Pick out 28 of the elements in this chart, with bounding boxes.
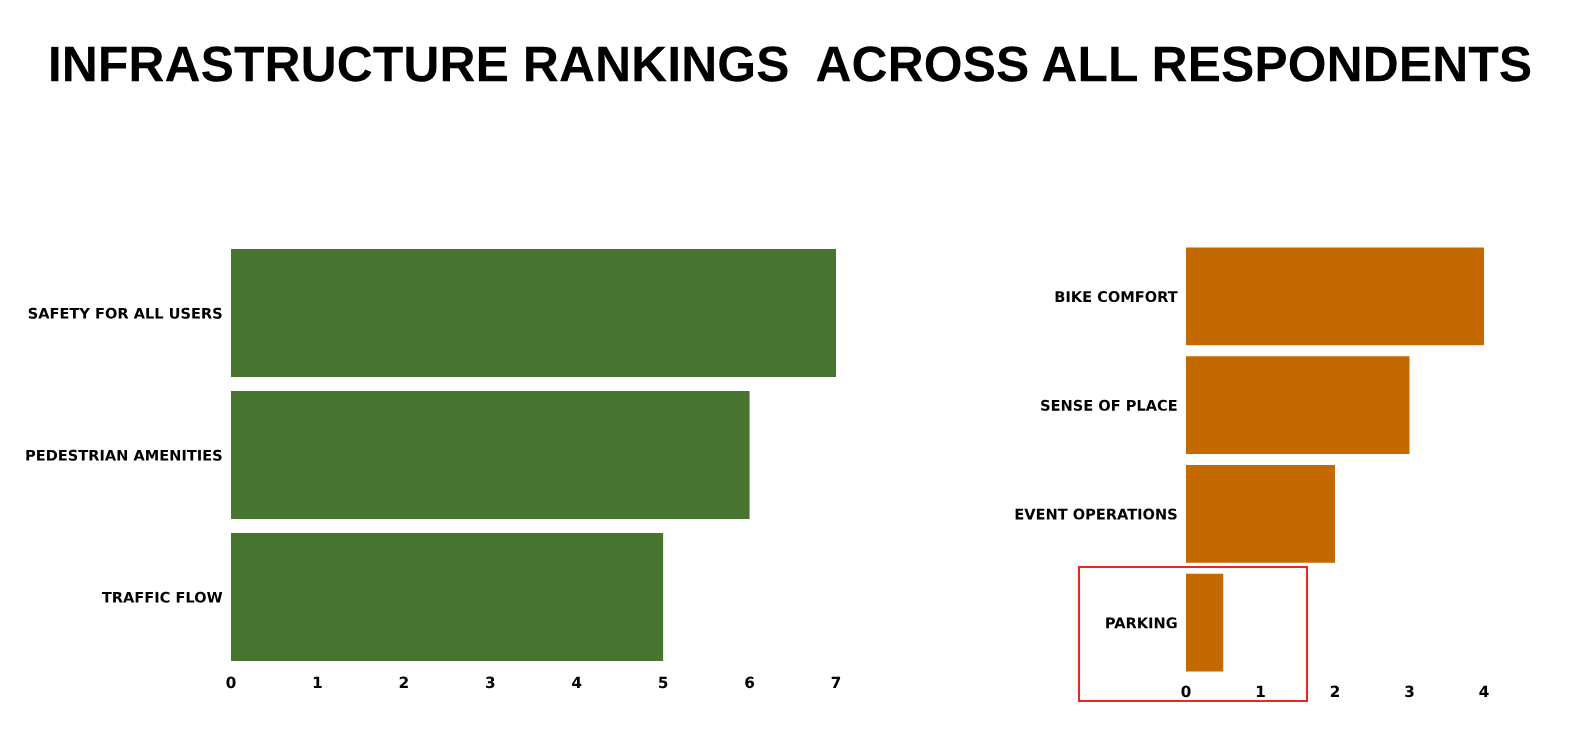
y-tick-label: EVENT OPERATIONS [1015,508,1177,520]
x-tick-label: 5 [659,676,668,689]
bar [1186,356,1410,455]
x-tick-label: 3 [485,676,495,689]
bar [231,249,836,377]
x-tick-label: 2 [399,676,408,688]
x-tick-label: 0 [1181,685,1191,698]
chart-title: INFRASTRUCTURE RANKINGS ACROSS ALL RESPONDENTS [51,46,1531,82]
x-tick-label: 4 [572,676,582,688]
y-tick-label: PEDESTRIAN AMENITIES [26,449,222,461]
y-tick-label: PARKING [1106,617,1177,629]
y-tick-label: SAFETY FOR ALL USERS [28,307,222,319]
y-tick-label: TRAFFIC FLOW [101,591,223,603]
x-tick-label: 1 [1256,685,1265,697]
x-tick-label: 2 [1330,685,1339,697]
x-tick-label: 0 [226,676,236,689]
bar [1186,464,1335,563]
x-tick-label: 3 [1405,685,1414,698]
bar [1186,573,1224,672]
bar [1186,247,1484,346]
x-tick-label: 4 [1479,685,1489,697]
x-tick-label: 6 [745,676,755,689]
y-tick-label: SENSE OF PLACE [1041,399,1177,411]
x-tick-label: 1 [313,676,322,688]
y-tick-label: BIKE COMFORT [1055,291,1178,303]
x-tick-label: 7 [831,676,841,688]
bar [231,533,664,661]
bar [231,391,750,519]
